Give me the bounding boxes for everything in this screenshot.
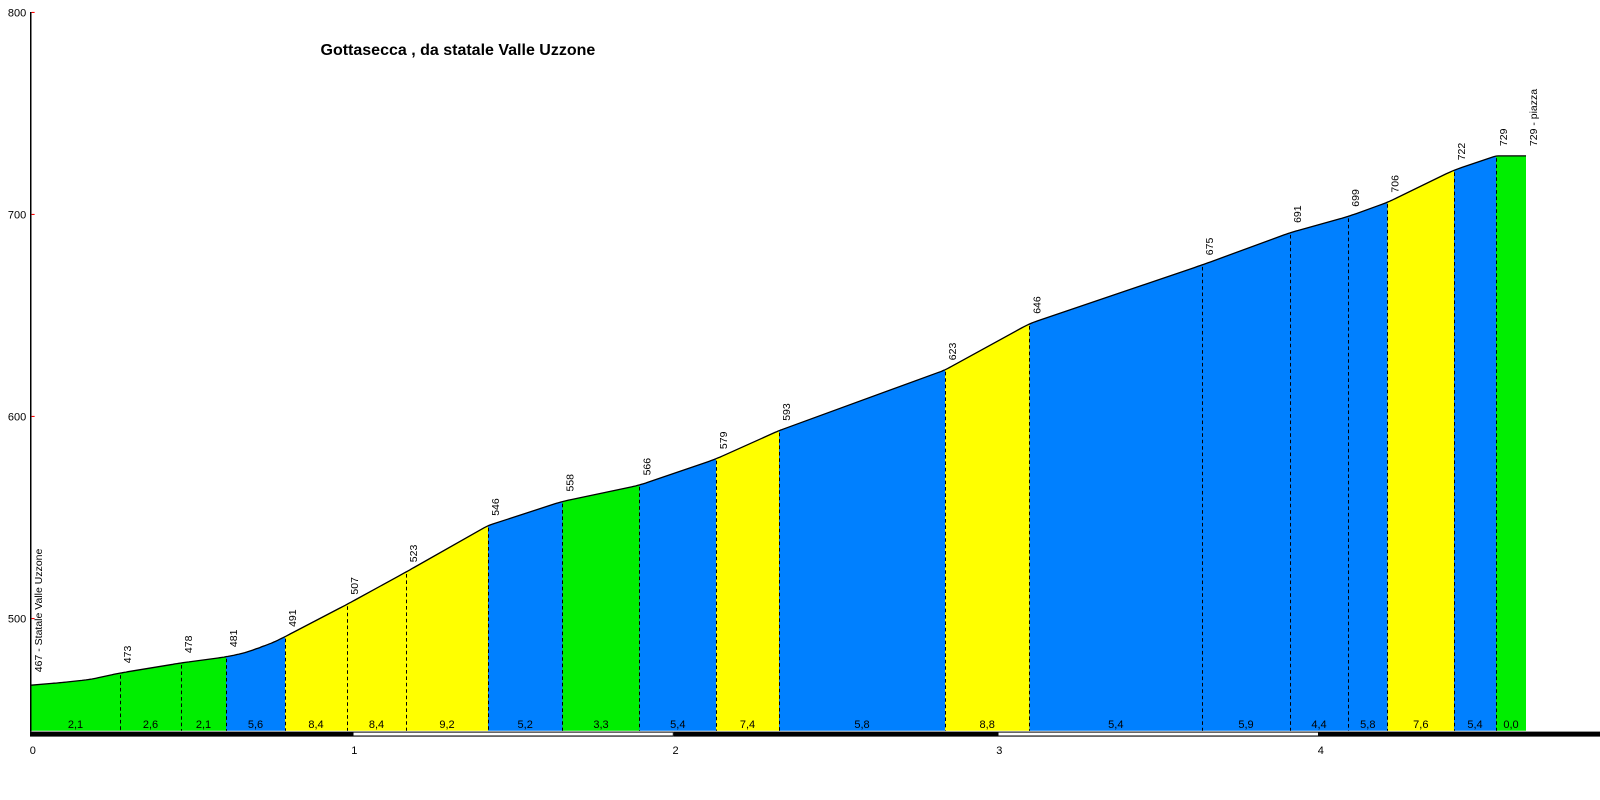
svg-text:8,8: 8,8 (980, 719, 995, 731)
svg-text:523: 523 (408, 545, 420, 563)
svg-text:675: 675 (1204, 238, 1216, 256)
svg-text:473: 473 (122, 646, 134, 664)
svg-text:507: 507 (349, 577, 361, 595)
svg-text:558: 558 (564, 474, 576, 492)
svg-text:593: 593 (781, 403, 793, 421)
svg-text:691: 691 (1292, 205, 1304, 223)
svg-text:9,2: 9,2 (439, 719, 454, 731)
svg-text:5,4: 5,4 (1108, 719, 1123, 731)
svg-text:646: 646 (1031, 296, 1043, 314)
svg-text:722: 722 (1456, 143, 1468, 161)
svg-text:2,6: 2,6 (143, 719, 158, 731)
svg-text:5,8: 5,8 (1360, 719, 1375, 731)
svg-text:5,9: 5,9 (1238, 719, 1253, 731)
svg-text:491: 491 (287, 609, 299, 627)
svg-text:7,6: 7,6 (1413, 719, 1428, 731)
svg-text:4,4: 4,4 (1311, 719, 1326, 731)
svg-text:4: 4 (1318, 745, 1324, 757)
svg-text:729 - piazza: 729 - piazza (1528, 89, 1540, 146)
svg-text:3: 3 (996, 745, 1002, 757)
svg-text:8,4: 8,4 (308, 719, 323, 731)
svg-text:2: 2 (673, 745, 679, 757)
svg-text:700: 700 (8, 209, 26, 221)
svg-text:1: 1 (351, 745, 357, 757)
svg-text:0,0: 0,0 (1503, 719, 1518, 731)
svg-text:5,4: 5,4 (1467, 719, 1482, 731)
svg-text:706: 706 (1389, 175, 1401, 193)
svg-text:566: 566 (641, 458, 653, 476)
svg-text:0: 0 (30, 745, 36, 757)
svg-text:579: 579 (718, 431, 730, 449)
svg-text:Gottasecca , da statale Valle: Gottasecca , da statale Valle Uzzone (321, 42, 596, 59)
svg-text:2,1: 2,1 (196, 719, 211, 731)
svg-text:800: 800 (8, 7, 26, 19)
svg-text:729: 729 (1498, 128, 1510, 146)
svg-text:3,3: 3,3 (593, 719, 608, 731)
svg-text:478: 478 (183, 635, 195, 653)
svg-text:5,2: 5,2 (518, 719, 533, 731)
svg-text:699: 699 (1350, 189, 1362, 207)
svg-text:5,6: 5,6 (248, 719, 263, 731)
svg-text:546: 546 (490, 498, 502, 516)
svg-text:7,4: 7,4 (740, 719, 755, 731)
svg-text:623: 623 (947, 343, 959, 361)
svg-text:2,1: 2,1 (68, 719, 83, 731)
svg-text:5,8: 5,8 (854, 719, 869, 731)
svg-text:467 - Statale Valle Uzzone: 467 - Statale Valle Uzzone (33, 548, 45, 672)
svg-text:5,4: 5,4 (670, 719, 685, 731)
svg-text:600: 600 (8, 411, 26, 423)
svg-text:500: 500 (8, 613, 26, 625)
svg-text:8,4: 8,4 (369, 719, 384, 731)
svg-text:481: 481 (228, 629, 240, 647)
